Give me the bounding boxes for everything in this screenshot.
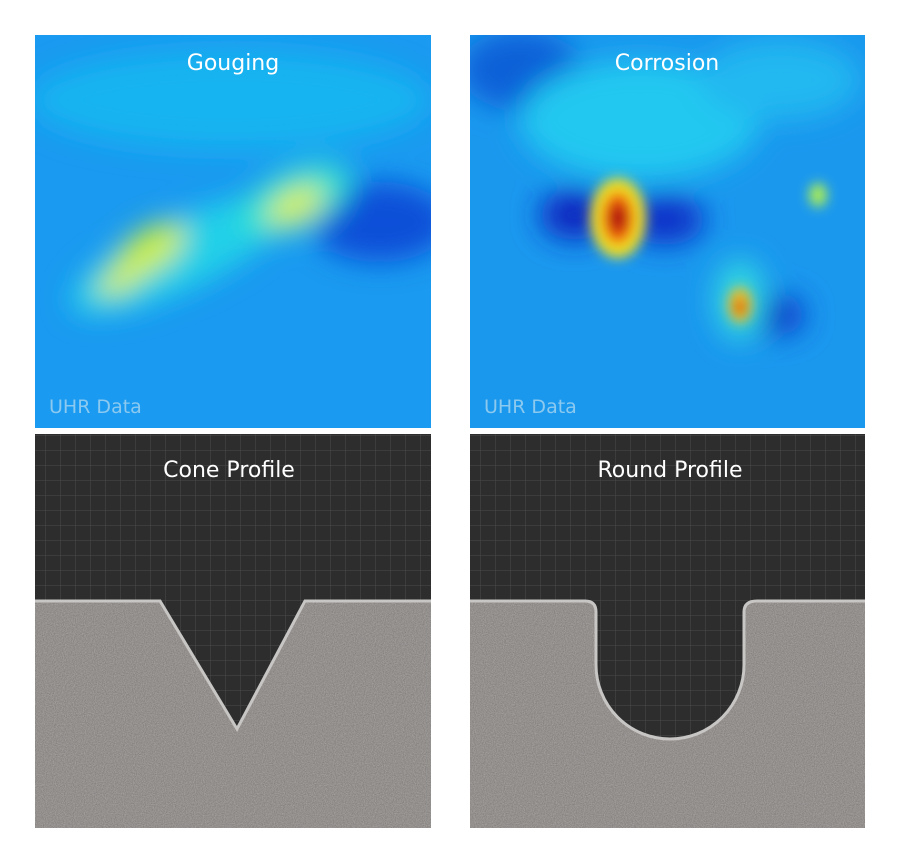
- cone-profile: Cone Profile: [35, 434, 431, 828]
- corrosion-heatmap: Corrosion UHR Data: [470, 35, 865, 428]
- watermark: UHR Data: [49, 396, 142, 418]
- round-profile: Round Profile: [470, 434, 865, 828]
- panel-title: Round Profile: [597, 458, 742, 483]
- gouging-heatmap: Gouging UHR Data: [35, 35, 431, 428]
- panel-title: Corrosion: [615, 51, 719, 76]
- watermark: UHR Data: [484, 396, 577, 418]
- panel-title: Cone Profile: [163, 458, 295, 483]
- panel-title: Gouging: [187, 51, 279, 76]
